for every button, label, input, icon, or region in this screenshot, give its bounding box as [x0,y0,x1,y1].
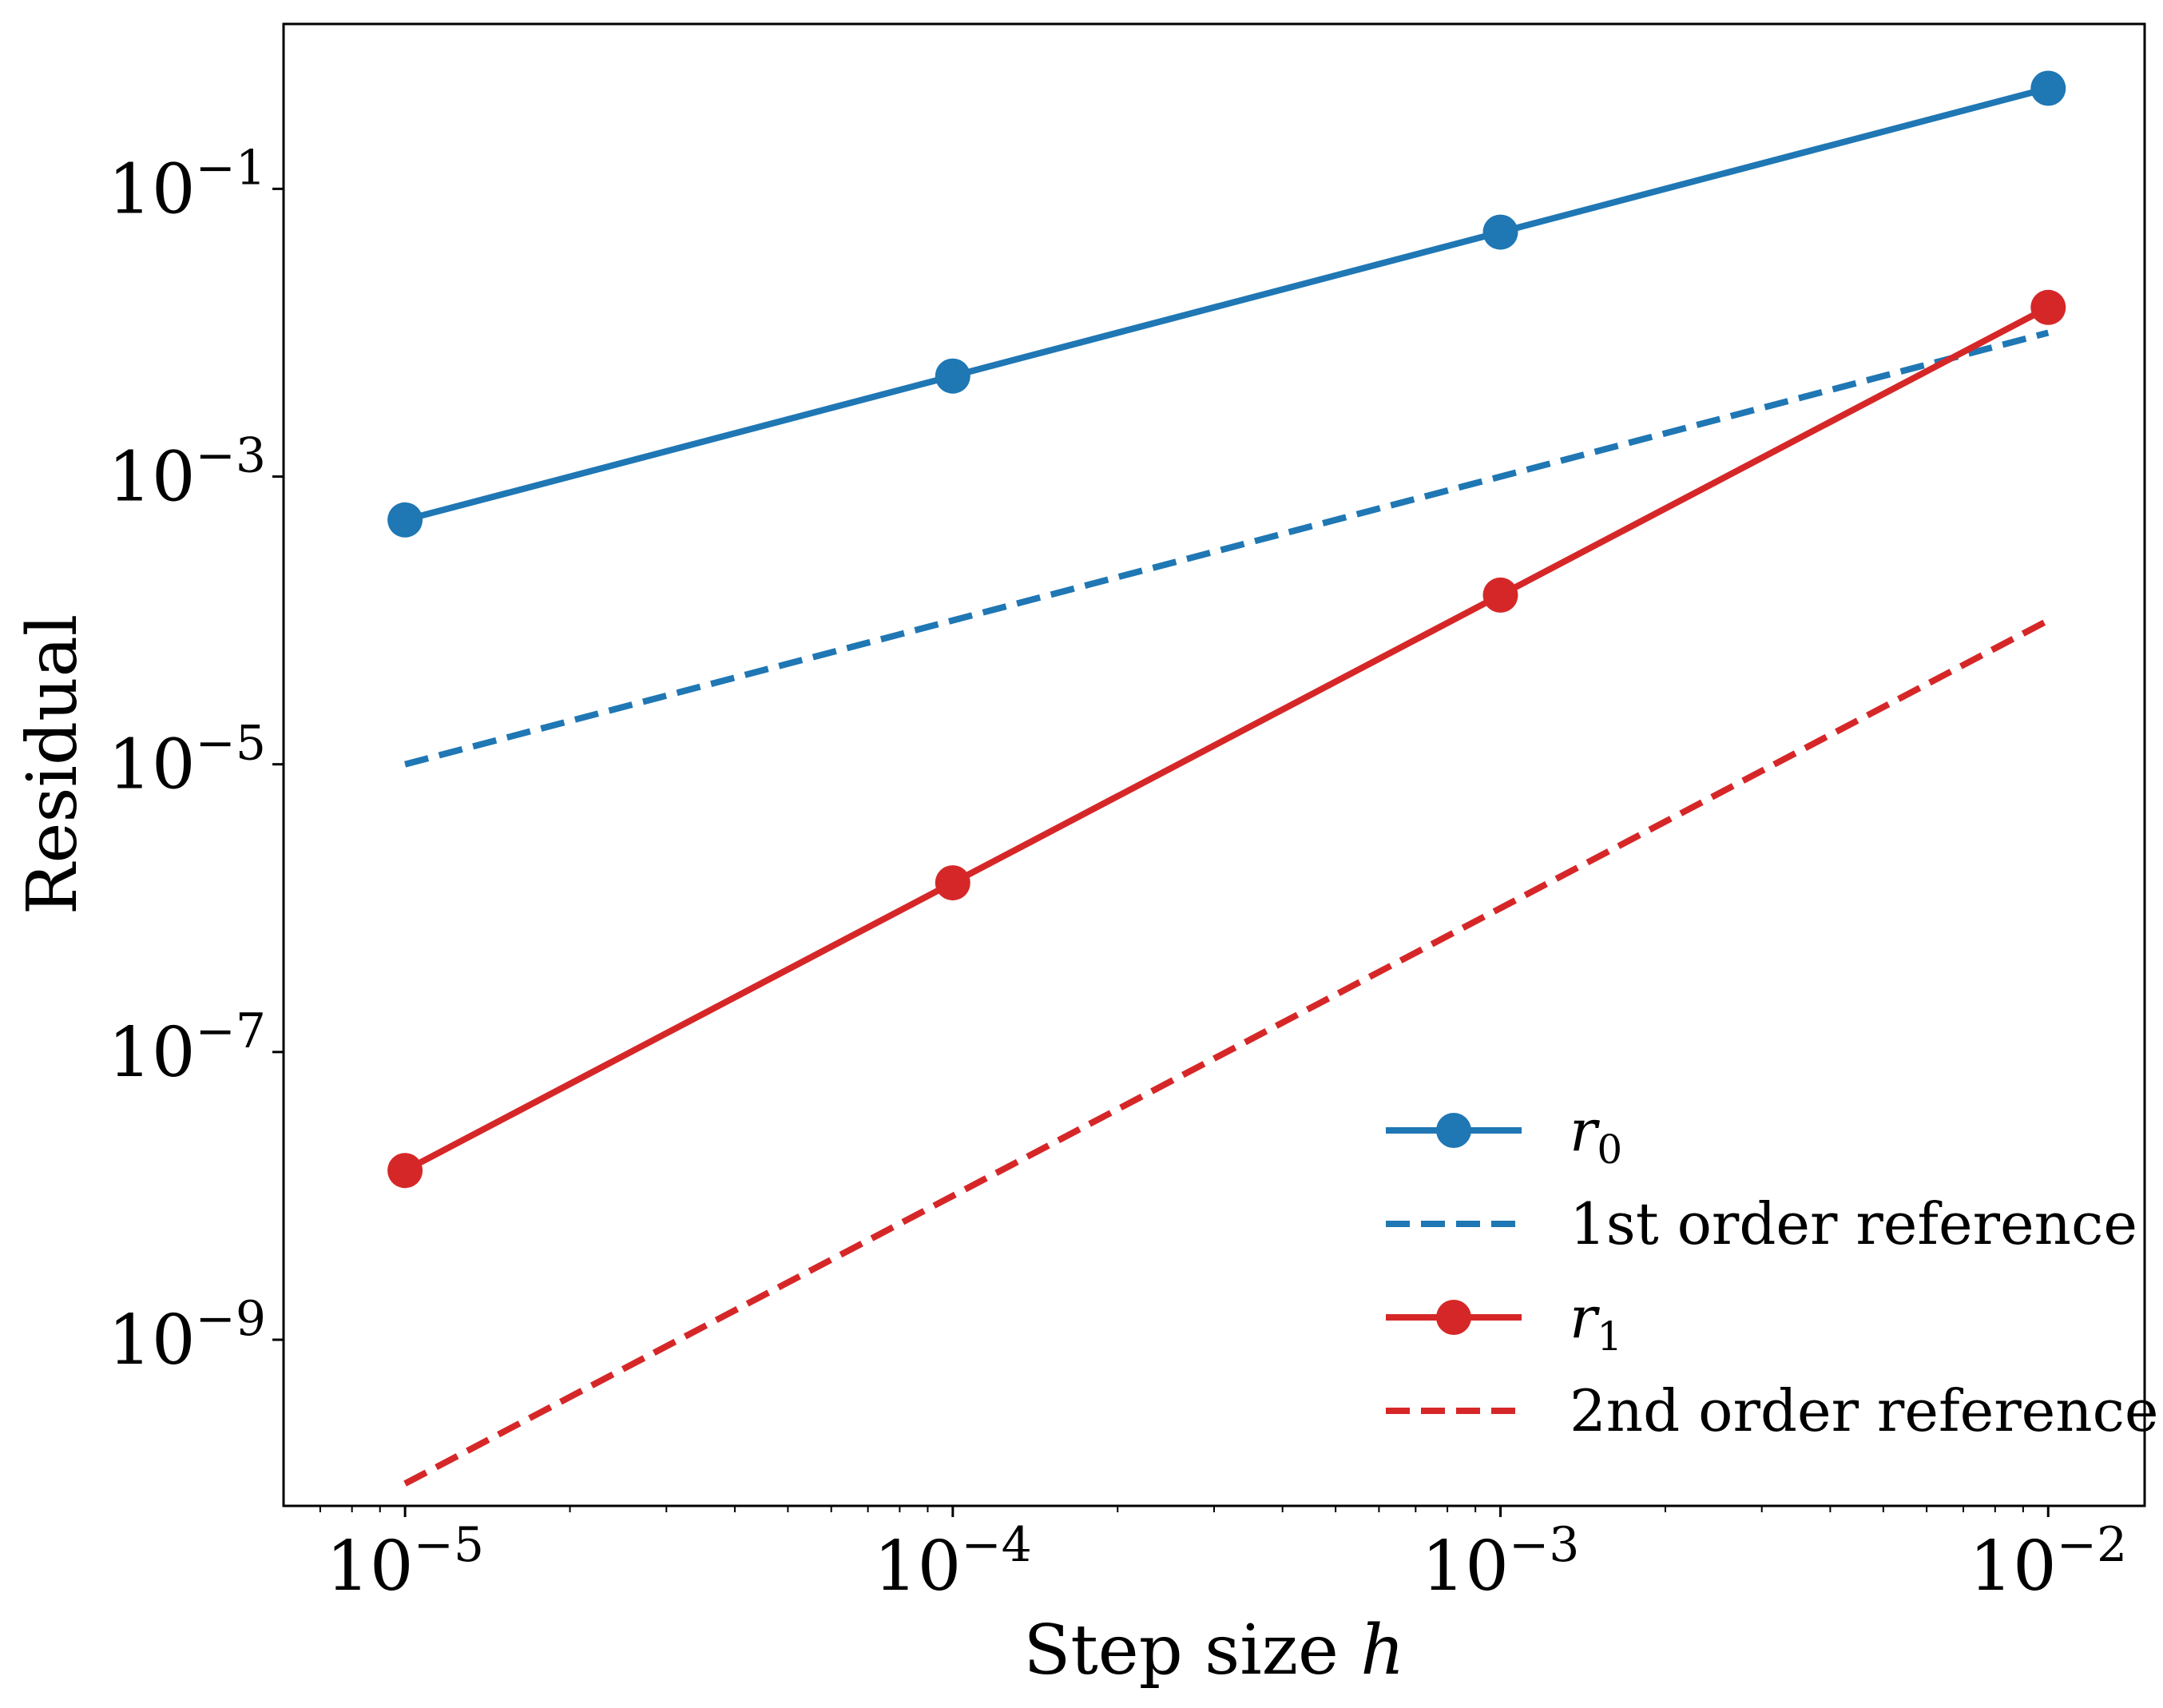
legend-label-0-text: r [1570,1097,1600,1164]
x-tick-label-0-exp: −5 [414,1517,484,1573]
y-tick-label-0: 10−1 [108,140,266,229]
x-tick-label-1-base: 10 [874,1527,961,1607]
legend-label-2: r1 [1570,1284,1622,1360]
series-2-point-2 [1482,577,1518,613]
legend-label-3: 2nd order reference [1570,1377,2159,1444]
x-tick-label-3-base: 10 [1969,1527,2056,1607]
y-tick-label-3-exp: −7 [196,1003,266,1059]
y-tick-label-2-base: 10 [108,725,195,805]
y-tick-label-0-base: 10 [108,149,195,229]
legend-label-1: 1st order reference [1570,1190,2137,1257]
y-tick-label-4-exp: −9 [196,1291,266,1347]
series-0-point-1 [935,358,970,394]
legend-label-2-text: r [1570,1284,1600,1351]
x-tick-label-0-base: 10 [326,1527,413,1607]
legend-label-1-text: 1st order reference [1570,1190,2137,1257]
series-line-2 [403,304,2050,1174]
x-axis-label: Step size h [1023,1611,1404,1690]
series-line-1 [404,329,2050,768]
series-2-point-3 [2030,289,2066,325]
x-tick-label-2-exp: −3 [1509,1517,1579,1573]
y-tick-label-4: 10−9 [108,1291,266,1380]
series-line-3 [403,618,2050,1487]
plot-layer [387,70,2066,1487]
tick-layer: 10−5 10−4 10−3 10−210−110−310−510−710−9 [108,140,2127,1607]
y-tick-label-0-exp: −1 [196,140,266,196]
x-axis-label-var: h [1360,1611,1404,1690]
series-0-point-0 [387,502,423,538]
y-tick-label-2-exp: −5 [196,716,266,772]
y-tick-label-4-base: 10 [108,1301,195,1380]
series-2-point-0 [387,1153,423,1189]
x-tick-label-1: 10−4 [874,1517,1032,1607]
series-line-0 [404,85,2050,523]
y-tick-label-2: 10−5 [108,716,266,805]
series-0-point-2 [1482,214,1518,250]
series-0-point-3 [2030,70,2066,106]
legend-label-0: r0 [1570,1097,1622,1173]
y-tick-label-1-base: 10 [108,438,195,518]
x-tick-label-2: 10−3 [1422,1517,1580,1607]
x-tick-label-2-base: 10 [1422,1527,1509,1607]
legend-label-2-subscript: 1 [1597,1313,1622,1360]
legend-marker-0 [1436,1113,1471,1148]
y-tick-label-1-exp: −3 [196,428,266,484]
y-axis-label: Residual [13,614,93,916]
y-tick-label-1: 10−3 [108,428,266,518]
x-axis-label-text: Step size [1023,1611,1360,1690]
x-tick-label-3-exp: −2 [2057,1517,2127,1573]
x-tick-label-0: 10−5 [326,1517,484,1607]
y-tick-label-3-base: 10 [108,1013,195,1093]
y-tick-label-3: 10−7 [108,1003,266,1093]
series-2-point-1 [935,865,970,901]
x-tick-label-1-exp: −4 [961,1517,1031,1573]
legend-label-3-text: 2nd order reference [1570,1377,2159,1444]
x-tick-label-3: 10−2 [1969,1517,2127,1607]
legend-label-0-subscript: 0 [1597,1126,1622,1173]
legend-marker-2 [1436,1300,1471,1335]
